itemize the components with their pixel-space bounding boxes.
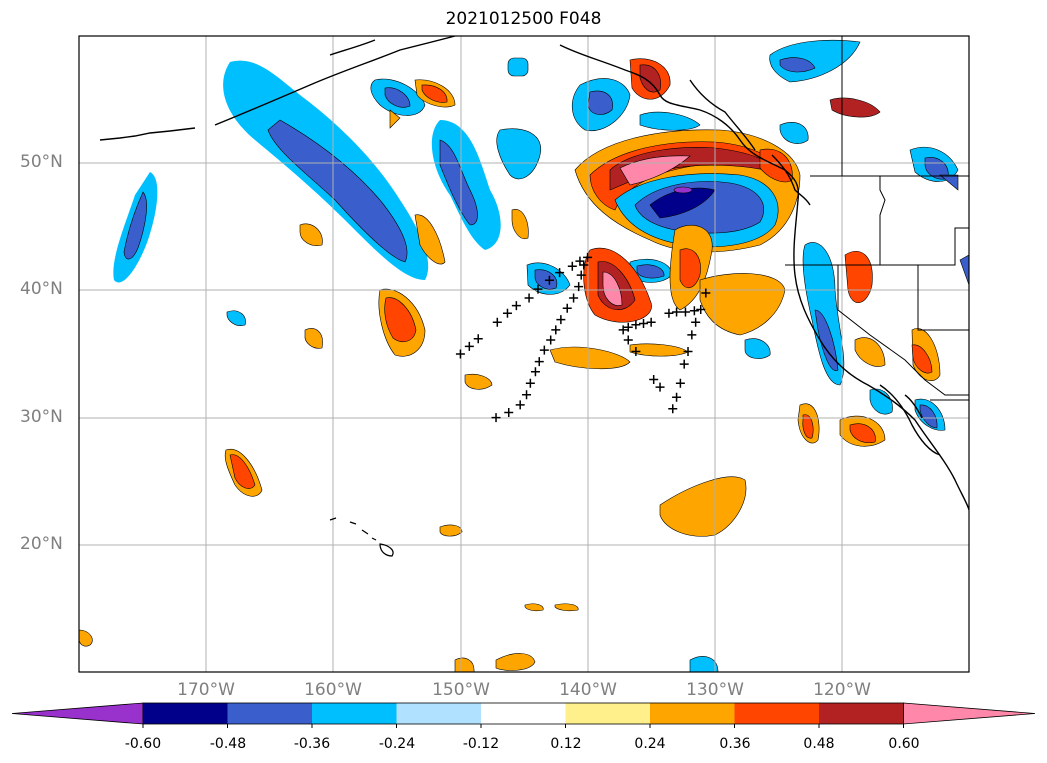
plus-marker bbox=[511, 301, 521, 311]
plus-marker bbox=[492, 317, 502, 327]
map-frame bbox=[78, 35, 970, 673]
plus-marker bbox=[502, 308, 512, 318]
colorbar-segment bbox=[227, 703, 313, 724]
lon-label-120w: 120°W bbox=[813, 680, 871, 700]
plus-marker bbox=[473, 334, 483, 344]
lat-label-40n: 40°N bbox=[20, 279, 63, 299]
plus-marker bbox=[701, 288, 711, 298]
plus-marker bbox=[455, 349, 465, 359]
plus-marker bbox=[689, 306, 699, 316]
plus-marker bbox=[668, 404, 678, 414]
plus-marker bbox=[655, 382, 665, 392]
colorbar-segment bbox=[565, 703, 651, 724]
contour-fields bbox=[79, 39, 969, 672]
plus-marker bbox=[623, 335, 633, 345]
colorbar-tick-label: -0.48 bbox=[209, 736, 247, 752]
plus-marker bbox=[687, 330, 697, 340]
colorbar-tick-label: 0.36 bbox=[719, 736, 751, 752]
colorbar-tick-label: -0.60 bbox=[124, 736, 162, 752]
lat-label-20n: 20°N bbox=[20, 534, 63, 554]
colorbar-segment bbox=[143, 703, 228, 724]
plus-marker bbox=[524, 293, 534, 303]
plus-marker bbox=[623, 322, 633, 332]
plus-marker bbox=[696, 304, 706, 314]
lat-label-50n: 50°N bbox=[20, 152, 63, 172]
lon-label-170w: 170°W bbox=[177, 680, 235, 700]
plus-marker bbox=[672, 307, 682, 317]
plus-marker bbox=[504, 408, 514, 418]
plus-marker bbox=[679, 359, 689, 369]
plus-marker bbox=[464, 341, 474, 351]
lon-label-150w: 150°W bbox=[432, 680, 490, 700]
political-borders bbox=[785, 36, 969, 401]
plus-marker bbox=[675, 378, 685, 388]
plus-marker bbox=[664, 308, 674, 318]
plus-marker bbox=[672, 392, 682, 402]
plus-marker bbox=[530, 367, 540, 377]
colorbar-tick-label: -0.12 bbox=[462, 736, 500, 752]
plus-marker bbox=[569, 293, 579, 303]
colorbar-tick-label: -0.24 bbox=[378, 736, 416, 752]
plus-marker bbox=[556, 315, 566, 325]
colorbar-tick-label: 0.60 bbox=[888, 736, 920, 752]
plus-marker bbox=[575, 256, 585, 266]
plus-marker bbox=[646, 317, 656, 327]
plus-marker bbox=[539, 345, 549, 355]
colorbar-extend-max bbox=[903, 702, 1036, 725]
plus-marker bbox=[691, 317, 701, 327]
plus-marker bbox=[631, 320, 641, 330]
colorbar-segment bbox=[819, 703, 904, 724]
plus-marker bbox=[680, 307, 690, 317]
plus-marker bbox=[533, 284, 543, 294]
colorbar-segment bbox=[481, 703, 566, 724]
plus-marker bbox=[618, 325, 628, 335]
coastlines bbox=[99, 36, 969, 511]
colorbar-tick-label: 0.24 bbox=[634, 736, 666, 752]
plus-marker bbox=[567, 261, 577, 271]
colorbar-tick-label: 0.48 bbox=[803, 736, 835, 752]
colorbar-segment bbox=[734, 703, 820, 724]
plus-marker bbox=[639, 318, 649, 328]
lon-label-140w: 140°W bbox=[559, 680, 617, 700]
colorbar-tick-label: 0.12 bbox=[550, 736, 582, 752]
colorbar-segment bbox=[650, 703, 735, 724]
plus-marker bbox=[525, 378, 535, 388]
plus-marker bbox=[534, 357, 544, 367]
plus-marker bbox=[574, 282, 584, 292]
colorbar-extend-min bbox=[11, 702, 144, 725]
lon-label-130w: 130°W bbox=[686, 680, 744, 700]
plus-marker bbox=[546, 335, 556, 345]
lat-label-30n: 30°N bbox=[20, 407, 63, 427]
plus-marker bbox=[555, 268, 565, 278]
colorbar-tick-label: -0.36 bbox=[293, 736, 331, 752]
plus-marker bbox=[544, 275, 554, 285]
hawaii-islands bbox=[329, 517, 394, 557]
plus-marker bbox=[551, 325, 561, 335]
plus-marker bbox=[562, 303, 572, 313]
plus-marker bbox=[522, 390, 532, 400]
colorbar-segment bbox=[396, 703, 482, 724]
plus-marker bbox=[683, 346, 693, 356]
plus-marker bbox=[515, 400, 525, 410]
plus-marker bbox=[579, 260, 589, 270]
colorbar-segment bbox=[312, 703, 397, 724]
plus-marker bbox=[491, 413, 501, 423]
plus-marker bbox=[631, 346, 641, 356]
plus-marker bbox=[649, 374, 659, 384]
map-title: 2021012500 F048 bbox=[445, 9, 602, 29]
marker-layer bbox=[455, 252, 711, 423]
lon-label-160w: 160°W bbox=[304, 680, 362, 700]
colorbar-frame bbox=[142, 702, 904, 725]
plus-marker bbox=[576, 270, 586, 280]
plus-marker bbox=[583, 252, 593, 262]
